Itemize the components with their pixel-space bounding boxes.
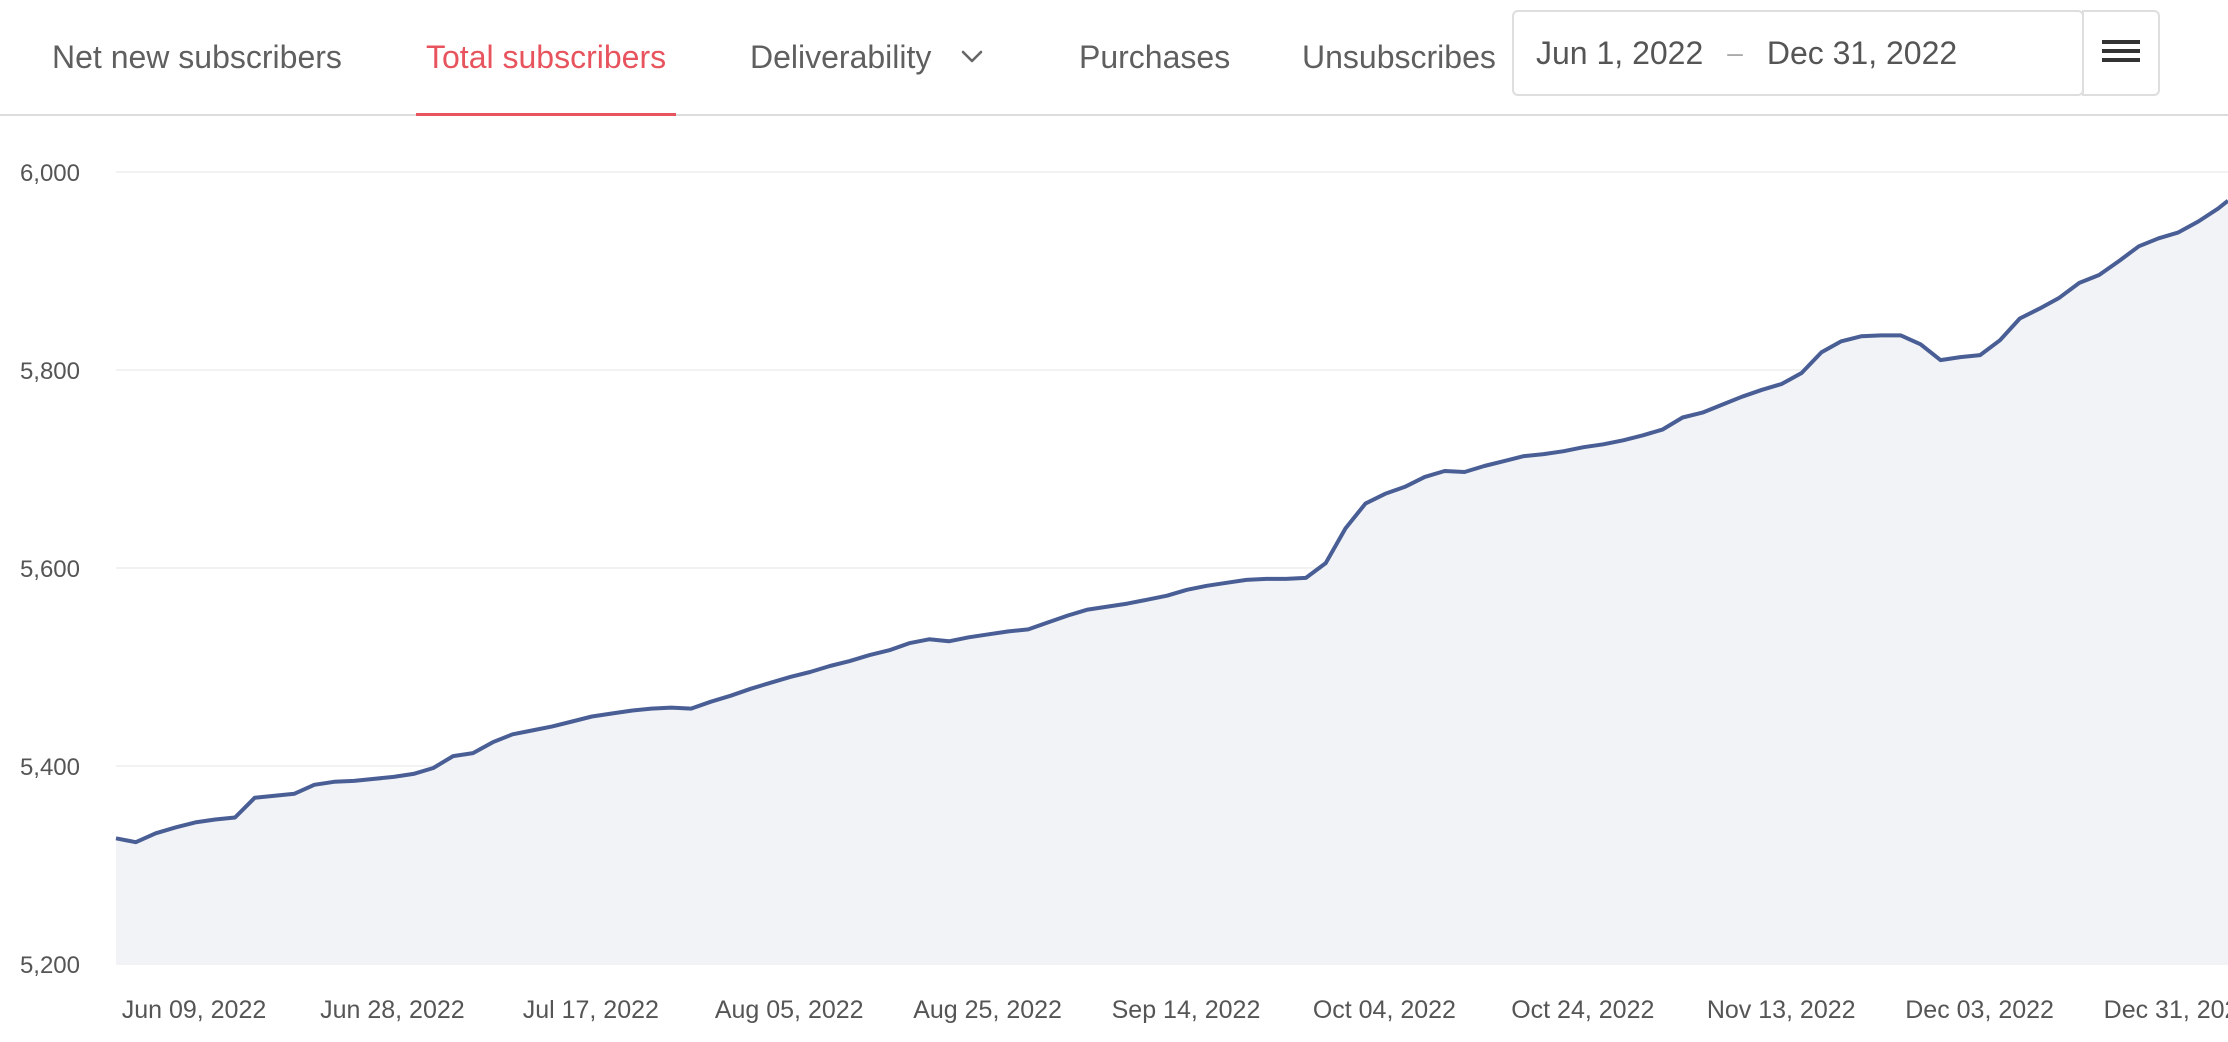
x-tick-label: Sep 14, 2022 (1112, 996, 1261, 1024)
tab-unsubscribes[interactable]: Unsubscribes (1302, 0, 1496, 114)
y-tick-label: 5,600 (20, 556, 80, 583)
y-tick-label: 5,200 (20, 952, 80, 979)
tab-label: Total subscribers (426, 38, 667, 75)
x-tick-label: Oct 04, 2022 (1313, 996, 1456, 1024)
chart-menu-button[interactable] (2082, 10, 2160, 96)
x-tick-label: Aug 05, 2022 (715, 996, 864, 1024)
series-line (115, 199, 2228, 845)
chevron-down-icon (957, 42, 987, 72)
x-tick-label: Dec 03, 2022 (1905, 996, 2054, 1024)
x-axis-ticks: Jun 09, 2022 Jun 28, 2022 Jul 17, 2022 Aug … (122, 996, 2228, 1024)
tab-label: Unsubscribes (1302, 38, 1496, 75)
x-tick-label: Nov 13, 2022 (1707, 996, 1856, 1024)
y-axis-ticks: 5,200 5,400 5,600 5,800 6,000 (20, 160, 80, 979)
date-range-picker[interactable]: Jun 1, 2022 – Dec 31, 2022 (1512, 10, 2084, 96)
x-tick-label: Jun 28, 2022 (320, 996, 465, 1024)
date-range-separator: – (1727, 37, 1743, 68)
x-tick-label: Oct 24, 2022 (1511, 996, 1654, 1024)
tab-deliverability[interactable]: Deliverability (750, 0, 987, 114)
date-range-start: Jun 1, 2022 (1536, 34, 1704, 71)
date-range-end: Dec 31, 2022 (1766, 34, 1958, 71)
x-tick-label: Dec 31, 2022 (2104, 996, 2228, 1024)
tab-label: Purchases (1079, 38, 1231, 75)
y-tick-label: 6,000 (20, 160, 80, 187)
hamburger-icon (2102, 38, 2140, 69)
tab-total-subscribers[interactable]: Total subscribers (415, 0, 677, 116)
tab-label: Deliverability (750, 38, 932, 75)
x-tick-label: Jul 17, 2022 (523, 996, 659, 1024)
tab-net-new-subscribers[interactable]: Net new subscribers (52, 0, 342, 114)
tab-purchases[interactable]: Purchases (1079, 0, 1230, 114)
top-navigation: Net new subscribers Total subscribers De… (0, 0, 2228, 116)
x-tick-label: Aug 25, 2022 (913, 996, 1062, 1024)
tab-label: Net new subscribers (52, 38, 342, 75)
y-tick-label: 5,400 (20, 754, 80, 781)
x-tick-label: Jun 09, 2022 (122, 996, 267, 1024)
series-area (116, 200, 2228, 964)
y-tick-label: 5,800 (20, 358, 80, 385)
